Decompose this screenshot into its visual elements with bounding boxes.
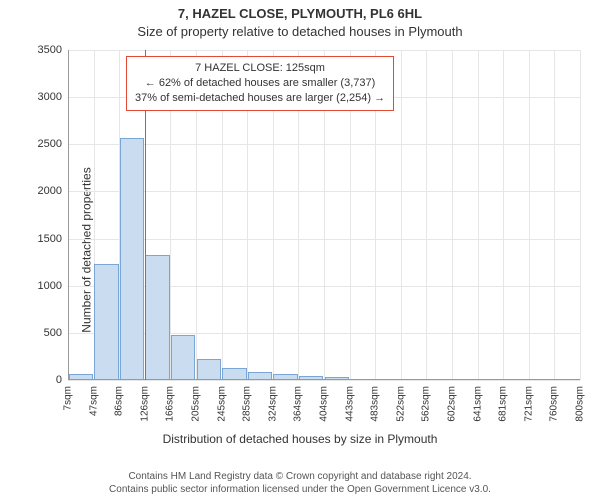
x-tick-label: 245sqm (216, 386, 227, 422)
x-tick-label: 800sqm (575, 386, 586, 422)
grid-vertical (503, 50, 504, 380)
footnote-line2: Contains public sector information licen… (0, 483, 600, 496)
chart-title-line2: Size of property relative to detached ho… (0, 24, 600, 39)
x-tick-label: 562sqm (421, 386, 432, 422)
annotation-line2: ← 62% of detached houses are smaller (3,… (135, 76, 385, 91)
x-tick-label: 166sqm (165, 386, 176, 422)
y-tick-label: 1500 (38, 233, 68, 245)
y-tick-label: 1000 (38, 280, 68, 292)
x-tick-label: 522sqm (395, 386, 406, 422)
y-tick-label: 3500 (38, 44, 68, 56)
plot-area: 05001000150020002500300035007sqm47sqm86s… (68, 50, 580, 380)
x-tick-label: 86sqm (114, 386, 125, 416)
histogram-bar (120, 138, 144, 380)
y-axis-line (68, 50, 69, 380)
x-tick-label: 404sqm (319, 386, 330, 422)
grid-vertical (452, 50, 453, 380)
chart-container: 7, HAZEL CLOSE, PLYMOUTH, PL6 6HL Size o… (0, 0, 600, 500)
annotation-line1: 7 HAZEL CLOSE: 125sqm (135, 61, 385, 76)
annotation-line3: 37% of semi-detached houses are larger (… (135, 91, 385, 106)
x-tick-label: 483sqm (370, 386, 381, 422)
histogram-bar (145, 255, 169, 380)
x-tick-label: 681sqm (498, 386, 509, 422)
histogram-bar (197, 359, 221, 380)
grid-vertical (478, 50, 479, 380)
chart-title-line1: 7, HAZEL CLOSE, PLYMOUTH, PL6 6HL (0, 6, 600, 21)
y-tick-label: 2000 (38, 185, 68, 197)
x-tick-label: 602sqm (447, 386, 458, 422)
x-tick-label: 641sqm (472, 386, 483, 422)
grid-vertical (554, 50, 555, 380)
y-tick-label: 0 (56, 374, 68, 386)
x-tick-label: 285sqm (242, 386, 253, 422)
grid-vertical (426, 50, 427, 380)
y-tick-label: 500 (44, 327, 68, 339)
x-tick-label: 443sqm (344, 386, 355, 422)
x-tick-label: 205sqm (191, 386, 202, 422)
x-tick-label: 126sqm (139, 386, 150, 422)
grid-horizontal (68, 380, 580, 381)
histogram-bar (171, 335, 195, 380)
x-tick-label: 47sqm (88, 386, 99, 416)
x-tick-label: 7sqm (63, 386, 74, 410)
x-tick-label: 760sqm (549, 386, 560, 422)
grid-vertical (529, 50, 530, 380)
x-tick-label: 364sqm (293, 386, 304, 422)
grid-vertical (580, 50, 581, 380)
footnote-line1: Contains HM Land Registry data © Crown c… (0, 470, 600, 483)
y-tick-label: 2500 (38, 138, 68, 150)
x-tick-label: 324sqm (267, 386, 278, 422)
x-axis-label: Distribution of detached houses by size … (0, 432, 600, 446)
histogram-bar (94, 264, 118, 380)
chart-footnote: Contains HM Land Registry data © Crown c… (0, 470, 600, 496)
property-annotation-box: 7 HAZEL CLOSE: 125sqm← 62% of detached h… (126, 56, 394, 111)
x-tick-label: 721sqm (523, 386, 534, 422)
y-tick-label: 3000 (38, 91, 68, 103)
grid-vertical (401, 50, 402, 380)
